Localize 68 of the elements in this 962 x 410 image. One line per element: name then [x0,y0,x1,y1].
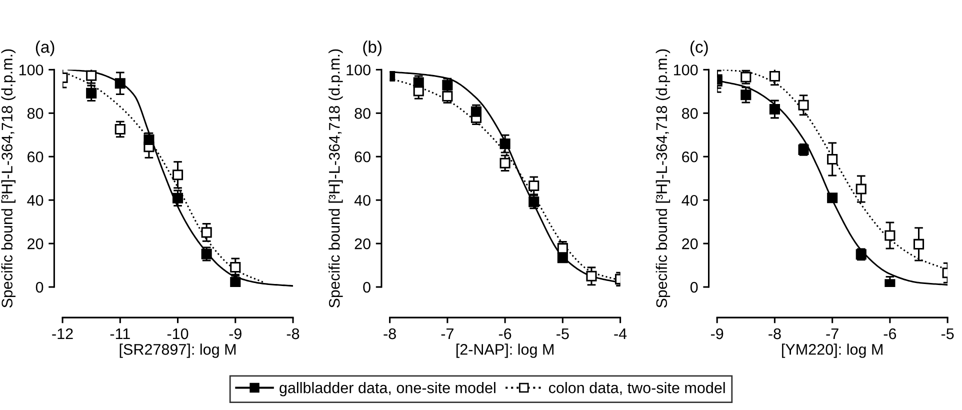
point [114,78,126,89]
y-tick-label: 20 [682,238,698,250]
point [86,88,97,98]
point [827,154,838,165]
point [528,180,540,192]
x-tick-label: -4 [614,328,627,340]
point [557,252,568,264]
x-tick-label: -8 [286,328,300,340]
x-axis-title: [2-NAP]: log M [456,344,554,358]
y-tick-label: 0 [690,282,698,293]
y-tick-label: 80 [27,108,44,119]
point [114,124,126,135]
point [798,100,809,110]
x-tick-label: -12 [52,328,73,340]
x-tick-label: -6 [884,328,896,340]
x-tick-label: -9 [710,328,724,340]
x-tick-label: -5 [556,328,569,340]
y-axis-title: Specific bound [³H]-L-364,718 (d.p.m.) [656,49,670,308]
legend-label: gallbladder data, one-site model [280,382,496,396]
y-tick-label: 60 [682,151,698,162]
point [827,192,838,204]
legend-label: colon data, two-site model [548,382,725,396]
x-axis-title: [YM220]: log M [782,344,882,358]
y-tick-label: 0 [363,282,370,293]
point [769,104,780,115]
x-tick-label: -8 [768,328,781,340]
chart-title: (c) [690,40,708,56]
point [500,158,510,168]
y-tick-label: 0 [36,282,44,293]
x-tick-label: -6 [498,328,512,340]
point [913,238,924,250]
point [172,170,184,180]
y-tick-label: 20 [28,238,44,250]
x-tick-label: -9 [229,328,242,340]
point [86,70,97,81]
point [500,138,510,150]
y-tick-label: 100 [674,64,698,76]
y-tick-label: 20 [354,238,370,250]
point [884,279,896,287]
point [201,227,212,238]
y-tick-label: 40 [682,194,698,206]
y-tick-label: 80 [354,108,370,119]
x-axis-title: [SR27897]: log M [120,344,236,358]
point [230,276,241,287]
x-tick-label: -7 [826,328,838,340]
y-axis-title: Specific bound [³H]-L-364,718 (d.p.m.) [328,49,343,308]
point [230,262,241,273]
x-tick-label: -11 [110,328,130,340]
y-tick-label: 60 [28,151,44,162]
y-tick-label: 100 [346,64,370,76]
y-tick-label: 40 [27,194,44,206]
chart-title: (b) [363,40,382,56]
point [856,184,866,194]
y-tick-label: 80 [682,108,698,119]
y-tick-label: 100 [19,64,44,76]
point [884,230,896,241]
y-axis-title: Specific bound [³H]-L-364,718 (d.p.m.) [1,49,16,308]
x-tick-label: -10 [167,328,188,340]
point [172,192,184,204]
point [586,270,597,282]
y-tick-label: 40 [354,194,370,206]
x-tick-label: -5 [941,328,954,340]
x-tick-label: -8 [384,328,396,340]
x-tick-label: -7 [441,328,454,340]
point [740,90,752,100]
point [769,70,780,82]
y-tick-label: 60 [354,151,370,162]
chart-title: (a) [36,40,54,56]
